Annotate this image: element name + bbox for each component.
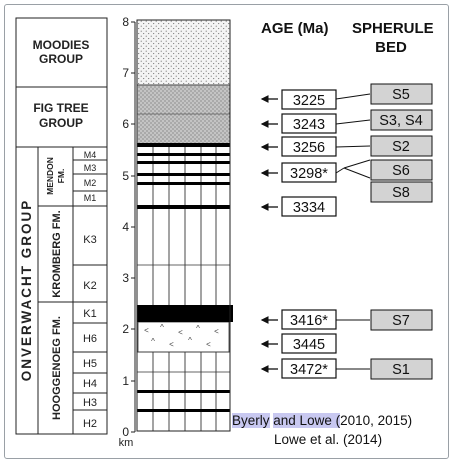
figtree-label-1: FIG TREE <box>33 101 88 115</box>
stratigraphy-table <box>15 17 108 435</box>
axis-tick-label: 3 <box>122 271 129 285</box>
hooggenoeg-label: HOOGGENOEG FM. <box>51 316 63 420</box>
age-value: 3416* <box>290 313 328 329</box>
member-label: H6 <box>83 333 97 345</box>
citation-years: 2010, 2015) <box>340 413 413 428</box>
spherule-beds: S5 S3, S4 S2 S6 S8 S7 S1 <box>370 83 433 380</box>
onverwacht-label: ONVERWACHT GROUP <box>19 199 34 382</box>
bed-label: S5 <box>392 87 410 103</box>
svg-text:<: < <box>144 326 149 335</box>
svg-text:<: < <box>178 328 183 337</box>
age-value: 3243 <box>293 117 325 133</box>
member-label: M4 <box>84 150 97 160</box>
citation-line-2: Lowe et al. (2014) <box>274 432 383 447</box>
age-value: 3334 <box>293 200 325 216</box>
age-value: 3225 <box>293 93 325 109</box>
member-label: K1 <box>83 308 96 320</box>
axis-tick-label: 0 <box>122 425 129 439</box>
moodies-label-2: GROUP <box>39 52 83 66</box>
svg-text:^: ^ <box>188 336 192 345</box>
depth-axis: 8 7 6 5 4 3 2 1 0 km <box>119 15 136 449</box>
strat-column: < ^< ^ < ^ < ^ < <box>136 19 233 432</box>
citation-author-2[interactable]: and Lowe ( <box>273 413 341 428</box>
age-value: 3256 <box>293 140 325 156</box>
axis-unit: km <box>119 437 134 449</box>
bed-label: S7 <box>392 313 410 329</box>
citation-line-1[interactable]: Byerly and Lowe (2010, 2015) <box>232 413 412 428</box>
moodies-label-1: MOODIES <box>33 38 90 52</box>
age-value: 3445 <box>293 337 325 353</box>
member-label: H4 <box>83 378 97 390</box>
spherule-header-2: BED <box>375 39 407 56</box>
age-header: AGE (Ma) <box>261 20 329 37</box>
member-label: K3 <box>83 234 96 246</box>
age-value: 3472* <box>290 362 328 378</box>
axis-tick-label: 2 <box>122 322 129 336</box>
member-label: M2 <box>84 178 97 188</box>
svg-text:<: < <box>206 340 211 349</box>
axis-tick-label: 8 <box>122 15 129 29</box>
member-label: K2 <box>83 280 96 292</box>
bed-label: S2 <box>392 139 410 155</box>
figtree-label-2: GROUP <box>39 116 83 130</box>
age-value: 3298* <box>290 166 328 182</box>
member-label: M1 <box>84 193 97 203</box>
svg-text:<: < <box>214 327 219 336</box>
figure-frame <box>4 4 449 459</box>
bed-connectors <box>335 93 371 370</box>
member-label: H5 <box>83 358 97 370</box>
axis-tick-label: 6 <box>122 117 129 131</box>
axis-tick-label: 7 <box>122 66 129 80</box>
age-boxes: 3225 3243 3256 3298* 3334 3416* 3445 347… <box>281 89 337 379</box>
bed-label: S1 <box>392 362 410 378</box>
mendon-label-2: FM. <box>56 169 66 184</box>
mendon-label-1: MENDON <box>45 157 55 195</box>
svg-text:^: ^ <box>196 324 200 333</box>
axis-tick-label: 4 <box>122 220 129 234</box>
svg-text:^: ^ <box>151 337 155 346</box>
kromberg-label: KROMBERG FM. <box>51 210 63 297</box>
axis-tick-label: 1 <box>122 374 129 388</box>
member-label: H2 <box>83 418 97 430</box>
svg-text:^: ^ <box>160 323 164 332</box>
member-label: M3 <box>84 163 97 173</box>
svg-text:<: < <box>169 340 174 349</box>
member-label: H3 <box>83 397 97 409</box>
citation-author-1[interactable]: Byerly <box>232 413 270 428</box>
age-arrows <box>260 95 278 373</box>
spherule-header-1: SPHERULE <box>352 20 434 37</box>
bed-label: S3, S4 <box>379 113 423 129</box>
bed-label: S8 <box>392 185 410 201</box>
axis-tick-label: 5 <box>122 169 129 183</box>
bed-label: S6 <box>392 163 410 179</box>
